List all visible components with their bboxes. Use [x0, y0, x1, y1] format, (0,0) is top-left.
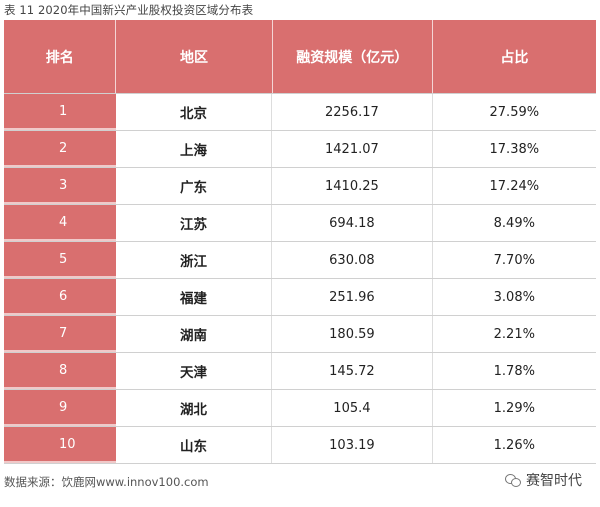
share-cell: 27.59% — [489, 104, 540, 120]
region-cell: 天津 — [116, 353, 273, 389]
brand-watermark: 赛智时代 — [505, 470, 582, 490]
rank-cell: 3 — [4, 168, 116, 204]
amount-cell: 251.96 — [272, 279, 433, 315]
rank-cell: 4 — [4, 205, 116, 241]
amount-cell: 180.59 — [272, 316, 433, 352]
table-row: 4 江苏 694.18 8.49% — [4, 204, 596, 241]
table-row: 7 湖南 180.59 2.21% — [4, 315, 596, 352]
region-cell: 江苏 — [116, 205, 273, 241]
table-row: 5 浙江 630.08 7.70% — [4, 241, 596, 278]
table-row: 9 湖北 105.4 1.29% — [4, 389, 596, 426]
table-header: 排名 地区 融资规模（亿元） 占比 — [4, 20, 596, 93]
share-cell: 7.70% — [493, 252, 535, 268]
amount-cell: 694.18 — [272, 205, 433, 241]
share-cell: 1.26% — [493, 437, 535, 453]
rank-cell: 5 — [4, 242, 116, 278]
table-body: 1 北京 2256.17 27.59% 2 上海 1421.07 17.38% 3 广东 1410.… — [4, 93, 596, 464]
share-cell: 1.29% — [493, 400, 535, 416]
amount-cell: 1421.07 — [272, 131, 433, 167]
region-cell: 湖南 — [116, 316, 273, 352]
table-row: 2 上海 1421.07 17.38% — [4, 130, 596, 167]
share-cell: 2.21% — [493, 326, 535, 342]
rank-cell: 10 — [4, 427, 116, 463]
table-caption: 表 11 2020年中国新兴产业股权投资区域分布表 — [4, 3, 254, 17]
region-cell: 上海 — [116, 131, 273, 167]
region-cell: 浙江 — [116, 242, 273, 278]
amount-cell: 2256.17 — [272, 94, 433, 130]
rank-cell: 8 — [4, 353, 116, 389]
region-cell: 山东 — [116, 427, 273, 463]
table-row: 10 山东 103.19 1.26% — [4, 426, 596, 464]
rank-cell: 1 — [4, 94, 116, 130]
share-cell: 17.38% — [489, 141, 540, 157]
amount-cell: 1410.25 — [272, 168, 433, 204]
wechat-icon — [505, 473, 521, 487]
region-distribution-table: 排名 地区 融资规模（亿元） 占比 1 北京 2256.17 27.59% 2 上海 142… — [4, 20, 596, 464]
brand-name: 赛智时代 — [526, 473, 582, 489]
region-cell: 湖北 — [116, 390, 273, 426]
rank-cell: 6 — [4, 279, 116, 315]
region-cell: 广东 — [116, 168, 273, 204]
region-cell: 福建 — [116, 279, 273, 315]
amount-cell: 105.4 — [272, 390, 433, 426]
share-cell: 17.24% — [489, 178, 540, 194]
share-cell: 1.78% — [493, 363, 535, 379]
share-cell: 8.49% — [493, 215, 535, 231]
table-row: 1 北京 2256.17 27.59% — [4, 93, 596, 130]
share-cell: 3.08% — [493, 289, 535, 305]
amount-cell: 103.19 — [272, 427, 433, 463]
table-row: 6 福建 251.96 3.08% — [4, 278, 596, 315]
header-rank: 排名 — [4, 20, 117, 93]
header-amount: 融资规模（亿元） — [273, 20, 433, 93]
table-row: 8 天津 145.72 1.78% — [4, 352, 596, 389]
rank-cell: 9 — [4, 390, 116, 426]
table-row: 3 广东 1410.25 17.24% — [4, 167, 596, 204]
header-region: 地区 — [116, 20, 273, 93]
region-cell: 北京 — [116, 94, 273, 130]
data-source-note: 数据来源：饮鹿网www.innov100.com — [4, 475, 209, 489]
rank-cell: 7 — [4, 316, 116, 352]
amount-cell: 145.72 — [272, 353, 433, 389]
rank-cell: 2 — [4, 131, 116, 167]
amount-cell: 630.08 — [272, 242, 433, 278]
header-share: 占比 — [500, 49, 529, 66]
